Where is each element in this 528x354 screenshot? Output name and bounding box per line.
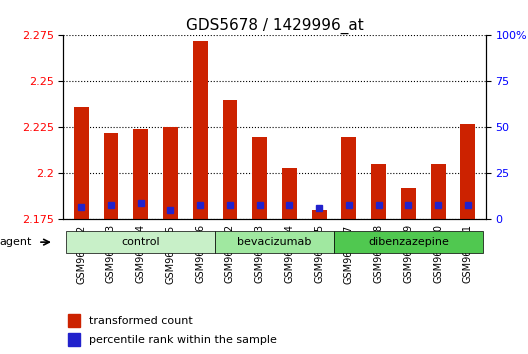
Bar xyxy=(74,107,89,219)
FancyBboxPatch shape xyxy=(334,231,483,253)
Title: GDS5678 / 1429996_at: GDS5678 / 1429996_at xyxy=(186,18,363,34)
Bar xyxy=(282,168,297,219)
Bar xyxy=(68,333,80,346)
Text: agent: agent xyxy=(0,237,32,247)
Bar xyxy=(103,133,118,219)
Text: dibenzazepine: dibenzazepine xyxy=(368,237,449,247)
Bar xyxy=(252,137,267,219)
Bar xyxy=(68,314,80,327)
Bar xyxy=(460,124,475,219)
Bar xyxy=(342,137,356,219)
FancyBboxPatch shape xyxy=(215,231,334,253)
Text: control: control xyxy=(121,237,160,247)
Text: percentile rank within the sample: percentile rank within the sample xyxy=(89,335,277,345)
Bar xyxy=(312,210,327,219)
Bar xyxy=(222,100,238,219)
Text: bevacizumab: bevacizumab xyxy=(238,237,312,247)
FancyBboxPatch shape xyxy=(67,231,215,253)
Bar xyxy=(401,188,416,219)
Bar xyxy=(371,164,386,219)
Bar xyxy=(163,127,178,219)
Bar xyxy=(193,41,208,219)
Text: transformed count: transformed count xyxy=(89,316,192,326)
Bar xyxy=(431,164,446,219)
Bar xyxy=(133,129,148,219)
